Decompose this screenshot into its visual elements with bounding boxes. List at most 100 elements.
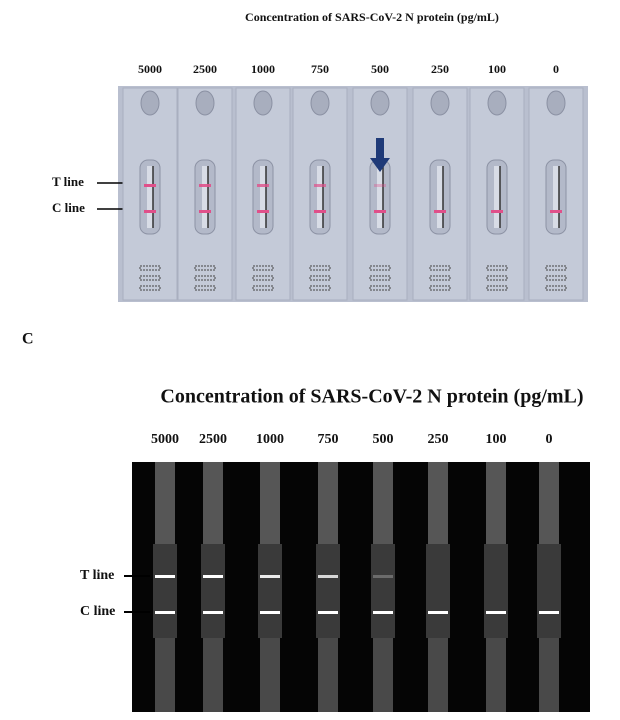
strip xyxy=(317,166,323,228)
t-line xyxy=(314,184,326,187)
c-line xyxy=(539,611,559,614)
strip-top xyxy=(373,462,393,544)
sample-well xyxy=(370,90,390,116)
t-line-label: T line xyxy=(52,174,84,189)
strip-bottom xyxy=(539,638,559,712)
t-line xyxy=(144,184,156,187)
strip-window xyxy=(484,544,508,638)
cassette-marking xyxy=(486,285,508,291)
t-line xyxy=(257,184,269,187)
concentration-label: 250 xyxy=(428,432,449,447)
cassette-marking xyxy=(545,275,567,281)
concentration-label: 5000 xyxy=(151,432,179,447)
cassette-marking xyxy=(139,285,161,291)
cassette-marking xyxy=(252,285,274,291)
cassette-marking xyxy=(309,265,331,271)
c-line xyxy=(486,611,506,614)
concentration-label: 500 xyxy=(373,432,394,447)
cassette xyxy=(352,87,408,301)
strip-top xyxy=(428,462,448,544)
c-line xyxy=(550,210,562,213)
strip-window xyxy=(426,544,450,638)
c-line xyxy=(374,210,386,213)
strip-bottom xyxy=(203,638,223,712)
t-line xyxy=(199,184,211,187)
cassette-marking xyxy=(252,265,274,271)
strip-top xyxy=(203,462,223,544)
c-line xyxy=(434,210,446,213)
concentration-label: 100 xyxy=(486,432,507,447)
cassette-marking xyxy=(309,275,331,281)
concentration-label: 2500 xyxy=(199,432,227,447)
concentration-label: 0 xyxy=(546,432,553,447)
concentration-label: 1000 xyxy=(251,62,275,76)
strip-window xyxy=(316,544,340,638)
c-line xyxy=(314,210,326,213)
c-line xyxy=(428,611,448,614)
c-line xyxy=(260,611,280,614)
strip-window xyxy=(258,544,282,638)
c-line-label: C line xyxy=(52,200,85,215)
strip-bottom xyxy=(428,638,448,712)
strip xyxy=(494,166,500,228)
concentration-label: 500 xyxy=(371,62,389,76)
sample-well xyxy=(195,90,215,116)
strip xyxy=(202,166,208,228)
arrow xyxy=(370,138,390,172)
c-line xyxy=(199,210,211,213)
sample-well xyxy=(310,90,330,116)
t-line xyxy=(318,575,338,578)
strip-top xyxy=(539,462,559,544)
strip-top xyxy=(260,462,280,544)
strip xyxy=(553,166,559,228)
strip-window xyxy=(537,544,561,638)
cassette-marking xyxy=(309,285,331,291)
strip-bottom xyxy=(318,638,338,712)
strip-bottom xyxy=(155,638,175,712)
strip-bottom xyxy=(486,638,506,712)
strip-top xyxy=(486,462,506,544)
strip xyxy=(260,166,266,228)
concentration-label: 2500 xyxy=(193,62,217,76)
cassette-marking xyxy=(545,285,567,291)
sample-well xyxy=(253,90,273,116)
cassette-marking xyxy=(486,265,508,271)
concentration-label: 0 xyxy=(553,62,559,76)
panel-c-title: Concentration of SARS-CoV-2 N protein (p… xyxy=(160,386,583,408)
strip-bottom xyxy=(373,638,393,712)
t-line xyxy=(374,184,386,187)
concentration-label: 750 xyxy=(311,62,329,76)
strip-bottom xyxy=(260,638,280,712)
c-line xyxy=(491,210,503,213)
cassette-marking xyxy=(139,275,161,281)
cassette-marking xyxy=(252,275,274,281)
sample-well xyxy=(487,90,507,116)
cassette-marking xyxy=(429,265,451,271)
concentration-label: 5000 xyxy=(138,62,162,76)
strip xyxy=(147,166,153,228)
cassette-marking xyxy=(429,275,451,281)
c-line-label: C line xyxy=(80,604,115,619)
cassette-marking xyxy=(429,285,451,291)
cassette-marking xyxy=(369,275,391,281)
c-line xyxy=(318,611,338,614)
cassette-marking xyxy=(486,275,508,281)
strip-window xyxy=(201,544,225,638)
t-line xyxy=(260,575,280,578)
concentration-label: 750 xyxy=(318,432,339,447)
c-line xyxy=(144,210,156,213)
t-line xyxy=(155,575,175,578)
strip-window xyxy=(153,544,177,638)
fluorescence-image xyxy=(132,462,590,712)
c-line xyxy=(373,611,393,614)
concentration-label: 250 xyxy=(431,62,449,76)
sample-well xyxy=(430,90,450,116)
cassette-marking xyxy=(139,265,161,271)
t-line xyxy=(373,575,393,578)
c-line xyxy=(203,611,223,614)
strip xyxy=(437,166,443,228)
panel-label: C xyxy=(22,331,34,348)
strip-top xyxy=(318,462,338,544)
cassette-marking xyxy=(194,285,216,291)
